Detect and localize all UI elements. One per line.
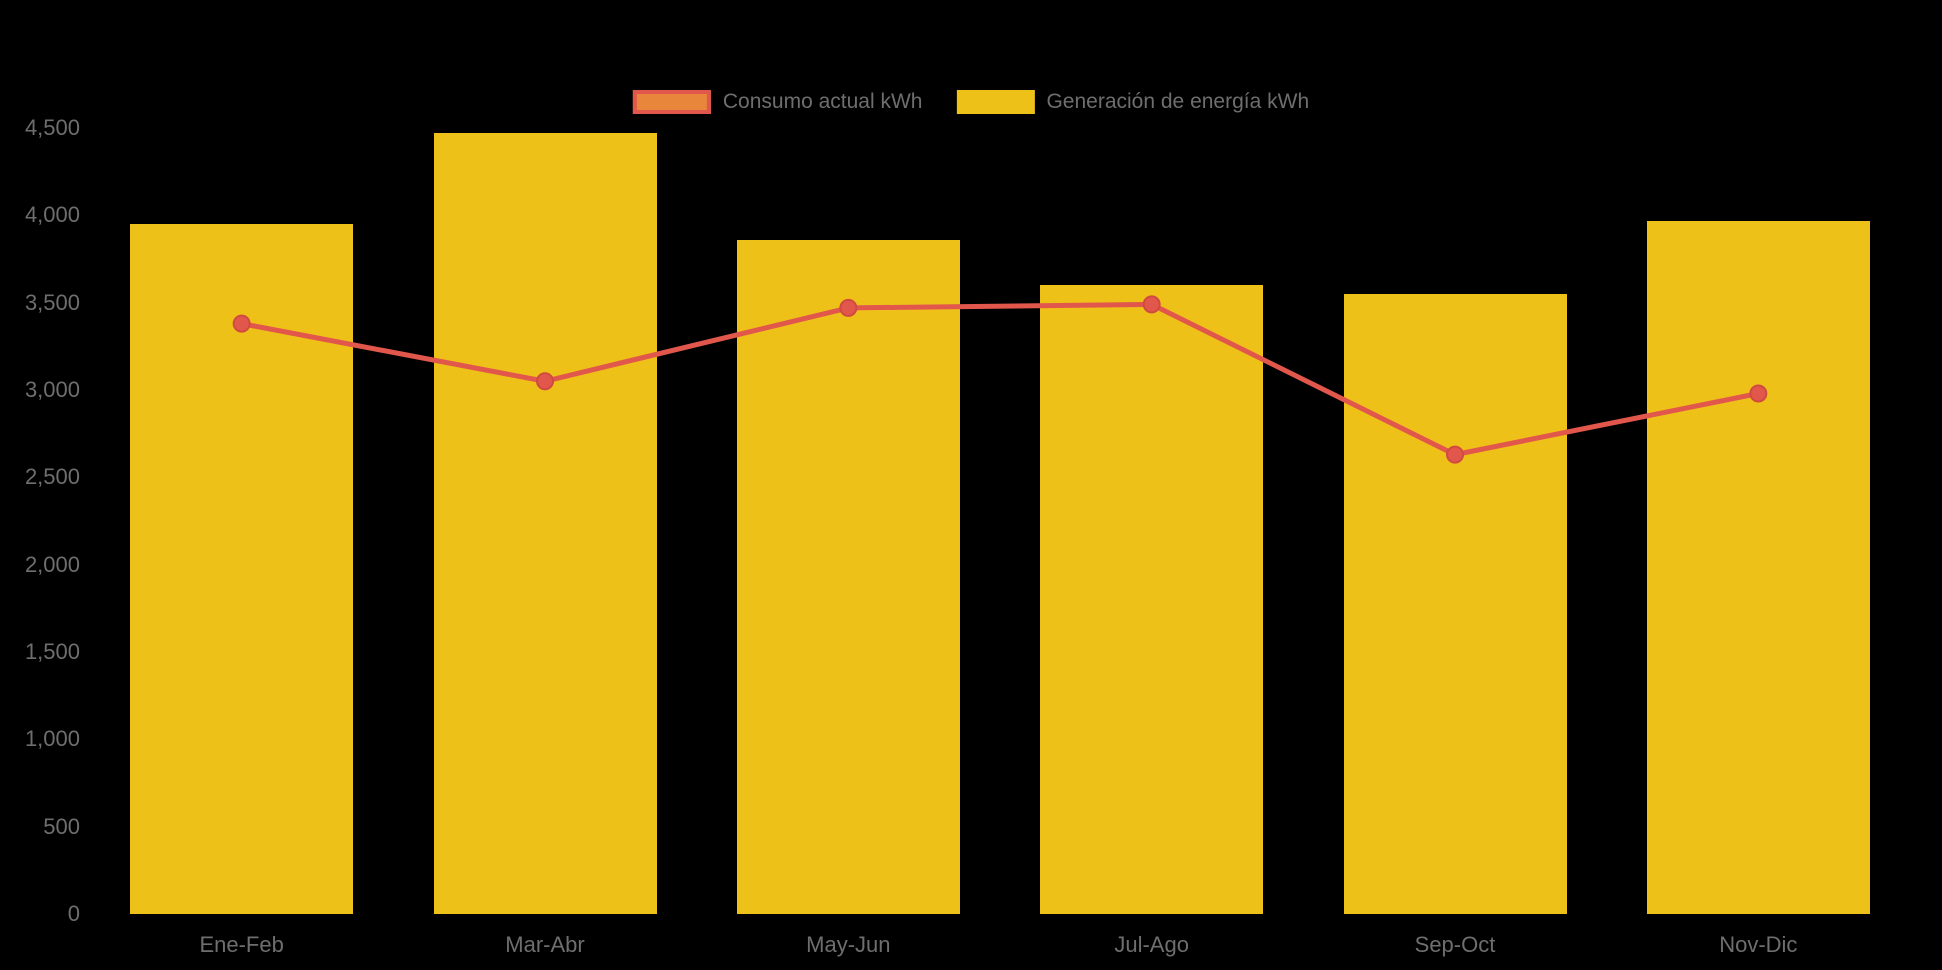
y-tick-label: 4,500 [24, 115, 80, 140]
bar-Jul-Ago[interactable] [1040, 285, 1264, 914]
legend-swatch-consumo [632, 90, 711, 114]
y-tick-label: 3,500 [24, 289, 80, 315]
y-tick-label: 2,000 [24, 551, 80, 577]
line-point-Nov-Dic[interactable] [1749, 384, 1768, 403]
legend-label-generacion: Generación de energía kWh [1046, 90, 1310, 113]
y-tick-label: 1,500 [24, 639, 80, 664]
legend-swatch-generacion [956, 90, 1035, 114]
legend-item-consumo[interactable]: Consumo actual kWh [632, 90, 923, 114]
x-tick-label: Mar-Abr [505, 932, 585, 957]
bar-Sep-Oct[interactable] [1343, 293, 1567, 914]
y-tick-label: 0 [67, 901, 80, 926]
x-tick-label: May-Jun [806, 932, 891, 957]
x-tick-label: Jul-Ago [1114, 932, 1189, 957]
x-tick-label: Nov-Dic [1719, 932, 1798, 957]
legend-item-generacion[interactable]: Generación de energía kWh [956, 90, 1309, 114]
line-point-Mar-Abr[interactable] [536, 372, 554, 391]
y-tick-label: 2,500 [24, 464, 80, 490]
line-point-Ene-Feb[interactable] [232, 314, 251, 333]
line-point-Jul-Ago[interactable] [1142, 295, 1161, 314]
y-tick-label: 3,000 [24, 377, 80, 402]
bar-May-Jun[interactable] [736, 239, 960, 914]
y-tick-label: 500 [43, 813, 80, 839]
legend-label-consumo: Consumo actual kWh [722, 90, 923, 113]
line-point-Sep-Oct[interactable] [1446, 445, 1464, 464]
legend: Consumo actual kWh Generación de energía… [632, 90, 1309, 114]
y-tick-label: 1,000 [24, 726, 80, 752]
line-point-May-Jun[interactable] [839, 298, 858, 317]
bar-Nov-Dic[interactable] [1646, 220, 1870, 914]
x-tick-label: Ene-Feb [199, 932, 284, 957]
bar-Mar-Abr[interactable] [433, 133, 657, 914]
x-tick-label: Sep-Oct [1414, 932, 1496, 957]
y-tick-label: 4,000 [24, 202, 80, 228]
